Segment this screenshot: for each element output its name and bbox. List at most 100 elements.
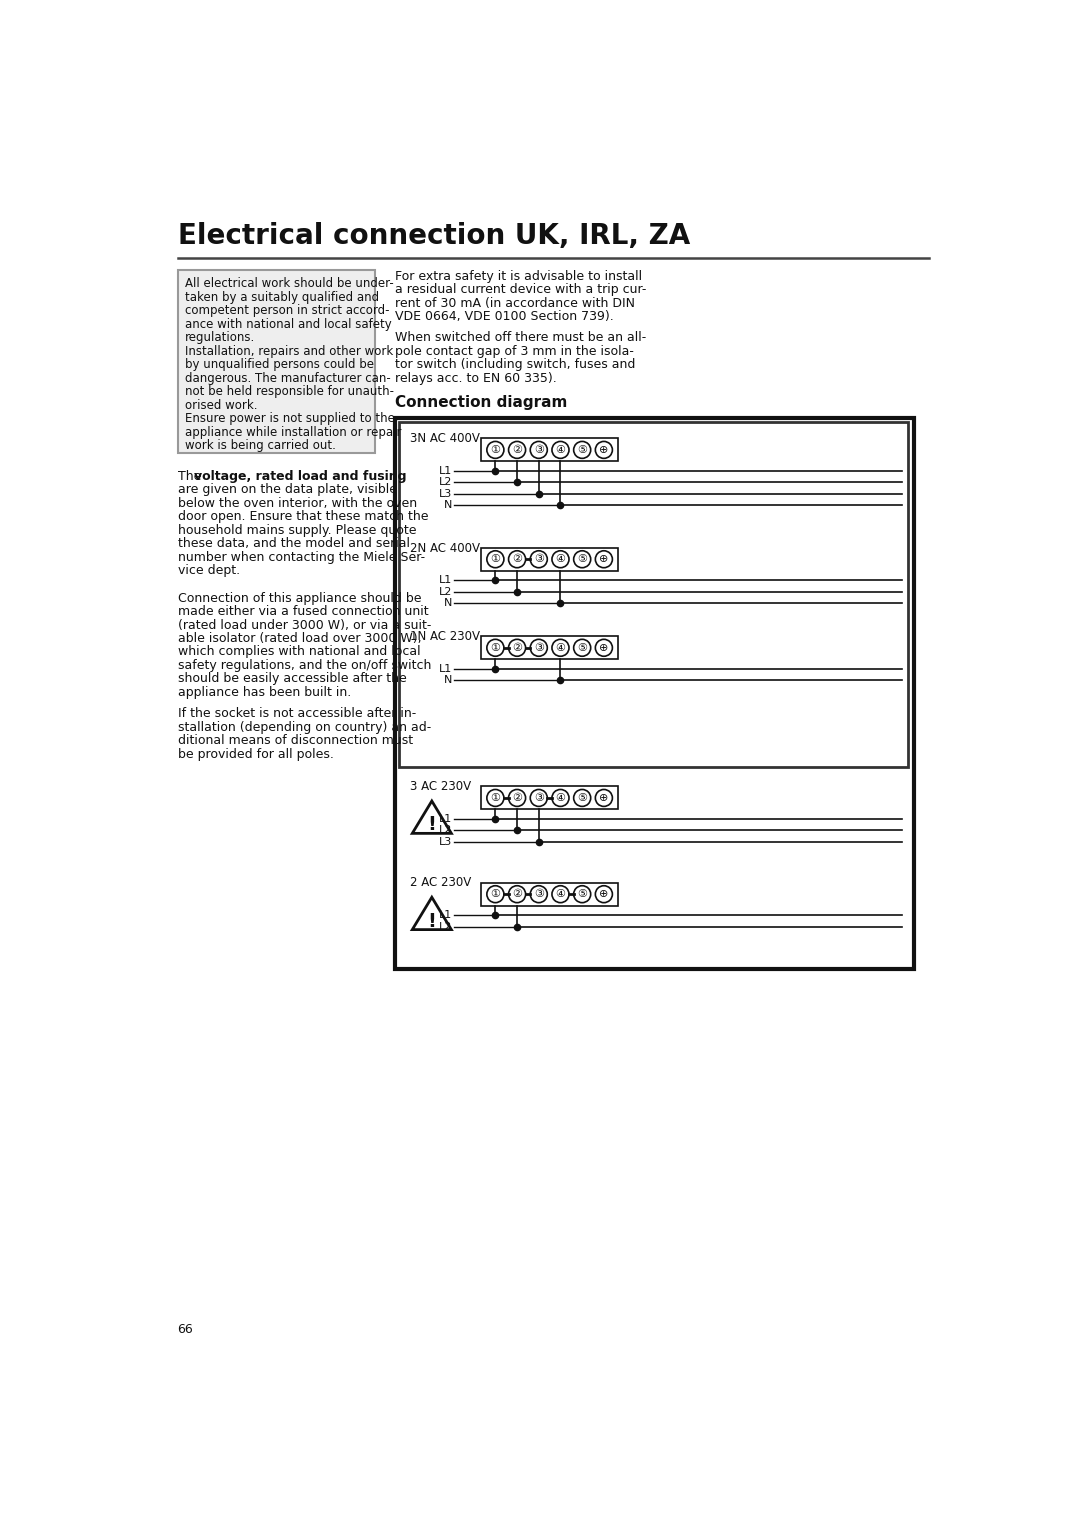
Text: relays acc. to EN 60 335).: relays acc. to EN 60 335). xyxy=(394,372,556,385)
Circle shape xyxy=(573,550,591,567)
Text: ①: ① xyxy=(490,890,500,899)
Text: able isolator (rated load over 3000 W),: able isolator (rated load over 3000 W), xyxy=(177,631,421,645)
Text: competent person in strict accord-: competent person in strict accord- xyxy=(186,304,390,318)
FancyBboxPatch shape xyxy=(399,422,908,768)
Text: ⑤: ⑤ xyxy=(577,890,588,899)
Text: L2: L2 xyxy=(438,477,451,488)
Text: tor switch (including switch, fuses and: tor switch (including switch, fuses and xyxy=(394,358,635,372)
Text: ①: ① xyxy=(490,642,500,653)
Text: made either via a fused connection unit: made either via a fused connection unit xyxy=(177,605,429,618)
Text: L1: L1 xyxy=(438,813,451,824)
Text: The: The xyxy=(177,469,205,483)
Circle shape xyxy=(552,442,569,459)
Circle shape xyxy=(530,789,548,806)
Circle shape xyxy=(509,550,526,567)
Text: ②: ② xyxy=(512,642,522,653)
Text: L1: L1 xyxy=(438,910,451,920)
Circle shape xyxy=(573,885,591,902)
Circle shape xyxy=(595,885,612,902)
FancyBboxPatch shape xyxy=(482,636,618,659)
Circle shape xyxy=(595,639,612,656)
Text: ⑤: ⑤ xyxy=(577,794,588,803)
Circle shape xyxy=(487,885,504,902)
Text: vice dept.: vice dept. xyxy=(177,564,240,578)
Text: ③: ③ xyxy=(534,890,543,899)
FancyBboxPatch shape xyxy=(482,786,618,809)
Text: 1N AC 230V: 1N AC 230V xyxy=(410,630,481,644)
Text: ①: ① xyxy=(490,553,500,564)
Text: ④: ④ xyxy=(555,890,566,899)
Circle shape xyxy=(573,442,591,459)
Text: appliance has been built in.: appliance has been built in. xyxy=(177,687,351,699)
Text: !: ! xyxy=(428,815,436,835)
Circle shape xyxy=(509,639,526,656)
Text: L1: L1 xyxy=(438,575,451,586)
Circle shape xyxy=(573,789,591,806)
Text: Ensure power is not supplied to the: Ensure power is not supplied to the xyxy=(186,413,395,425)
Circle shape xyxy=(530,885,548,902)
Text: ⑤: ⑤ xyxy=(577,553,588,564)
Text: Connection of this appliance should be: Connection of this appliance should be xyxy=(177,592,421,604)
Text: number when contacting the Miele Ser-: number when contacting the Miele Ser- xyxy=(177,550,424,564)
Circle shape xyxy=(530,639,548,656)
Text: 2 AC 230V: 2 AC 230V xyxy=(410,876,471,890)
Text: these data, and the model and serial: these data, and the model and serial xyxy=(177,537,409,550)
Text: Installation, repairs and other work: Installation, repairs and other work xyxy=(186,346,393,358)
Text: not be held responsible for unauth-: not be held responsible for unauth- xyxy=(186,385,394,398)
FancyBboxPatch shape xyxy=(482,882,618,905)
Text: stallation (depending on country) an ad-: stallation (depending on country) an ad- xyxy=(177,720,431,734)
Text: safety regulations, and the on/off switch: safety regulations, and the on/off switc… xyxy=(177,659,431,671)
Text: taken by a suitably qualified and: taken by a suitably qualified and xyxy=(186,291,379,304)
Text: Electrical connection UK, IRL, ZA: Electrical connection UK, IRL, ZA xyxy=(177,222,690,249)
Text: below the oven interior, with the oven: below the oven interior, with the oven xyxy=(177,497,417,509)
Text: (rated load under 3000 W), or via a suit-: (rated load under 3000 W), or via a suit… xyxy=(177,619,431,631)
Text: pole contact gap of 3 mm in the isola-: pole contact gap of 3 mm in the isola- xyxy=(394,346,634,358)
Text: voltage, rated load and fusing: voltage, rated load and fusing xyxy=(194,469,406,483)
Text: orised work.: orised work. xyxy=(186,399,258,411)
Text: All electrical work should be under-: All electrical work should be under- xyxy=(186,277,394,291)
Circle shape xyxy=(509,789,526,806)
Text: ③: ③ xyxy=(534,794,543,803)
Circle shape xyxy=(530,550,548,567)
Text: 3N AC 400V: 3N AC 400V xyxy=(410,433,480,445)
Text: L1: L1 xyxy=(438,466,451,476)
Text: ③: ③ xyxy=(534,445,543,456)
Circle shape xyxy=(552,550,569,567)
Text: !: ! xyxy=(428,911,436,931)
Circle shape xyxy=(552,885,569,902)
Text: appliance while installation or repair: appliance while installation or repair xyxy=(186,425,402,439)
Text: ⑤: ⑤ xyxy=(577,445,588,456)
Text: ⊕: ⊕ xyxy=(599,553,608,564)
Text: N: N xyxy=(444,500,451,511)
Text: ②: ② xyxy=(512,553,522,564)
Circle shape xyxy=(530,442,548,459)
Text: ①: ① xyxy=(490,794,500,803)
Text: For extra safety it is advisable to install: For extra safety it is advisable to inst… xyxy=(394,269,642,283)
Text: N: N xyxy=(444,598,451,609)
Text: When switched off there must be an all-: When switched off there must be an all- xyxy=(394,332,646,344)
Text: 66: 66 xyxy=(177,1323,193,1336)
Text: ditional means of disconnection must: ditional means of disconnection must xyxy=(177,734,413,748)
Text: ⊕: ⊕ xyxy=(599,794,608,803)
Circle shape xyxy=(487,442,504,459)
Text: ance with national and local safety: ance with national and local safety xyxy=(186,318,392,330)
Text: ⊕: ⊕ xyxy=(599,890,608,899)
Text: ③: ③ xyxy=(534,553,543,564)
Text: L2: L2 xyxy=(438,587,451,596)
Circle shape xyxy=(487,550,504,567)
FancyBboxPatch shape xyxy=(482,439,618,462)
Text: L1: L1 xyxy=(438,664,451,674)
Text: regulations.: regulations. xyxy=(186,332,256,344)
Circle shape xyxy=(509,885,526,902)
Text: dangerous. The manufacturer can-: dangerous. The manufacturer can- xyxy=(186,372,391,385)
Text: L2: L2 xyxy=(438,922,451,931)
Text: a residual current device with a trip cur-: a residual current device with a trip cu… xyxy=(394,283,646,297)
FancyBboxPatch shape xyxy=(177,269,375,453)
Text: VDE 0664, VDE 0100 Section 739).: VDE 0664, VDE 0100 Section 739). xyxy=(394,310,613,323)
Circle shape xyxy=(573,639,591,656)
Text: which complies with national and local: which complies with national and local xyxy=(177,645,420,659)
Text: If the socket is not accessible after in-: If the socket is not accessible after in… xyxy=(177,706,416,720)
Text: Connection diagram: Connection diagram xyxy=(394,394,567,410)
Text: L3: L3 xyxy=(438,489,451,498)
Text: by unqualified persons could be: by unqualified persons could be xyxy=(186,358,375,372)
